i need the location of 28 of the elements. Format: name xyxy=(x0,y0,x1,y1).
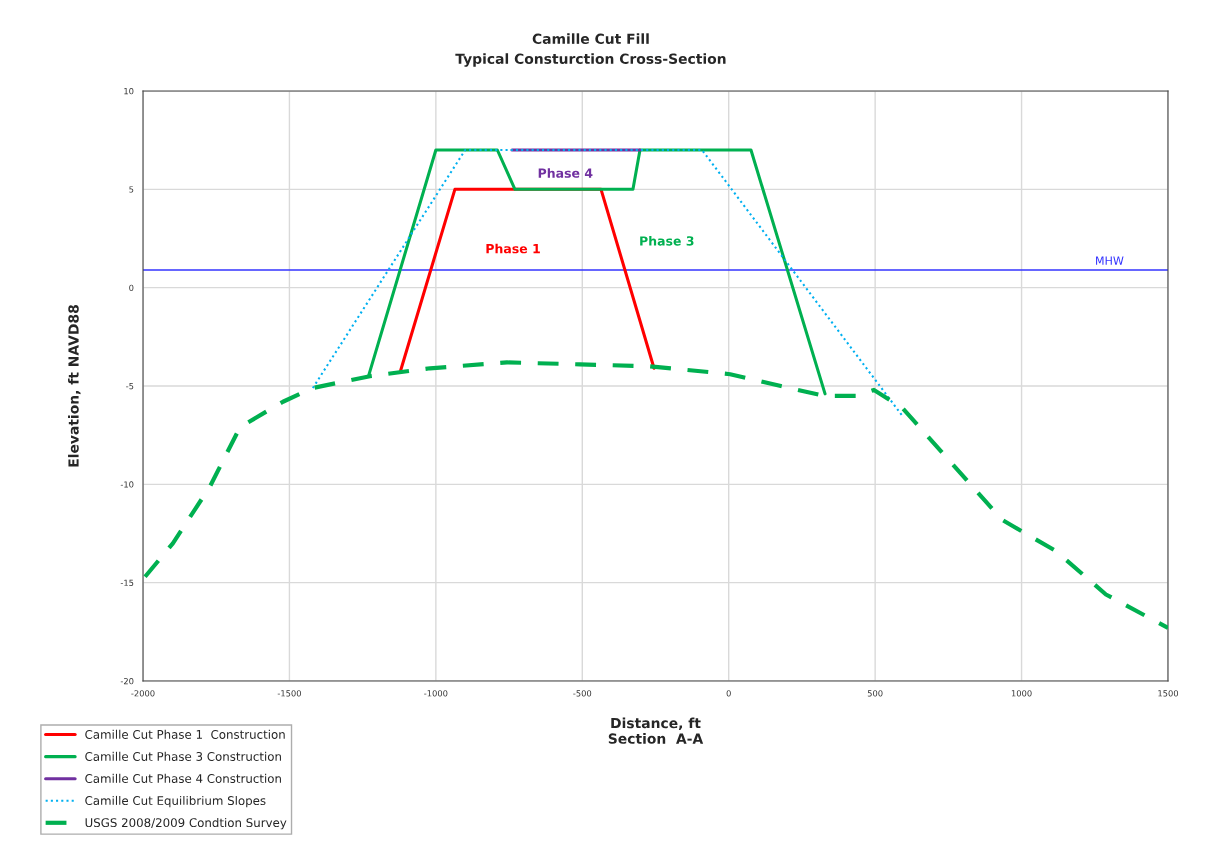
legend-label: Camille Cut Phase 1 Construction xyxy=(85,729,285,739)
y-tick-label: -15 xyxy=(120,579,134,586)
y-tick-label: 10 xyxy=(124,87,134,95)
legend-label: Camille Cut Equilibrium Slopes xyxy=(85,795,266,808)
y-tick-label: -10 xyxy=(120,481,134,488)
x-tick-label: -1000 xyxy=(424,690,448,697)
y-axis-title: Elevation, ft NAVD88 xyxy=(68,305,81,467)
annotation: Phase 4 xyxy=(538,168,593,178)
x-tick-label: 500 xyxy=(867,690,883,697)
chart-subtitle: Typical Consturction Cross-Section xyxy=(455,53,726,67)
x-tick-label: -1500 xyxy=(277,690,301,697)
y-tick-label: -20 xyxy=(120,677,134,685)
y-tick-label: 0 xyxy=(129,284,134,291)
y-tick-label: 5 xyxy=(129,186,134,193)
x-tick-label: -500 xyxy=(573,690,592,697)
annotation: Phase 3 xyxy=(640,235,694,246)
annotation: Phase 1 xyxy=(486,243,540,254)
ref-line-label: MHW xyxy=(1096,256,1124,265)
legend-label: USGS 2008/2009 Condtion Survey xyxy=(85,817,287,830)
x-axis-title: Distance, ft Section A-A xyxy=(608,717,704,744)
y-tick-label: -5 xyxy=(126,383,134,390)
legend-label: Camille Cut Phase 4 Construction xyxy=(85,773,281,783)
x-tick-label: 0 xyxy=(726,690,731,697)
x-tick-label: 1500 xyxy=(1158,690,1179,697)
x-tick-label: -2000 xyxy=(131,690,155,697)
legend-label: Camille Cut Phase 3 Construction xyxy=(85,751,281,761)
x-tick-label: 1000 xyxy=(1011,690,1032,697)
chart-title: Camille Cut Fill xyxy=(532,33,649,45)
